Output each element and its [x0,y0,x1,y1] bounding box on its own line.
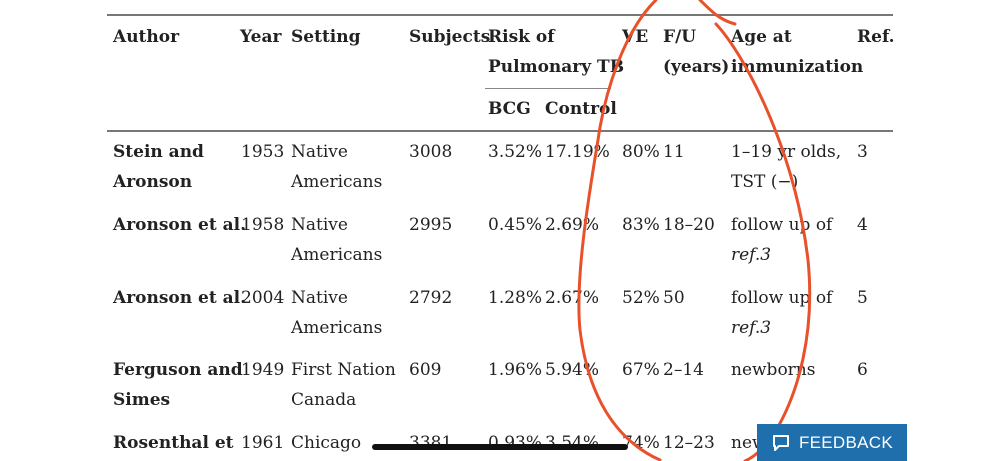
header-fu-line2: (years) [663,57,730,77]
row1-author-line1: Stein and [113,142,204,162]
row5-author: Rosenthal et [113,433,234,453]
row1-fu: 11 [663,142,685,162]
row3-control: 2.67% [545,288,600,308]
risk-subheader-rule [485,88,611,89]
row4-ve: 67% [622,360,660,380]
row2-fu: 18–20 [663,215,715,235]
row4-setting-line1: First Nation [291,360,396,380]
header-control: Control [545,99,617,119]
row5-bcg: 0.93% [488,433,543,453]
header-setting: Setting [291,27,361,47]
header-risk-line2: Pulmonary TB [488,57,625,77]
row1-author-line2: Aronson [113,172,193,192]
feedback-label: FEEDBACK [798,432,894,452]
row3-bcg: 1.28% [488,288,543,308]
header-age-line2: immunization [731,57,864,77]
row1-year: 1953 [241,142,285,162]
row2-ref: 4 [857,215,868,235]
row5-fu: 12–23 [663,433,715,453]
header-year: Year [240,27,282,47]
header-fu-line1: F/U [663,27,697,47]
row2-setting-line2: Americans [291,245,383,265]
row1-ref: 3 [857,142,868,162]
row4-control: 5.94% [545,360,600,380]
row1-bcg: 3.52% [488,142,543,162]
row2-setting-line1: Native [291,215,348,235]
row1-age-line1: 1–19 yr olds, [731,142,842,162]
row5-ve: 74% [622,433,660,453]
row4-subjects: 609 [409,360,442,380]
row2-age-line1: follow up of [731,215,833,235]
row4-author-line1: Ferguson and [113,360,243,380]
row3-setting-line1: Native [291,288,348,308]
row4-year: 1949 [241,360,285,380]
row3-age-line1: follow up of [731,288,833,308]
row4-bcg: 1.96% [488,360,543,380]
row5-subjects: 3381 [409,433,453,453]
row2-control: 2.69% [545,215,600,235]
scroll-indicator[interactable] [372,444,628,450]
row1-setting-line2: Americans [291,172,383,192]
header-bcg: BCG [488,99,531,119]
row1-setting-line1: Native [291,142,348,162]
header-subjects: Subjects [409,27,491,47]
row4-ref: 6 [857,360,868,380]
row5-setting: Chicago [291,433,362,453]
row2-ve: 83% [622,215,660,235]
row1-subjects: 3008 [409,142,453,162]
row1-ve: 80% [622,142,660,162]
row4-age-line1: newborns [731,360,816,380]
row5-control: 3.54% [545,433,600,453]
header-ve: VE [622,27,649,47]
row2-author: Aronson et al. [113,215,247,235]
header-age-line1: Age at [731,27,792,47]
row4-fu: 2–14 [663,360,704,380]
row2-bcg: 0.45% [488,215,543,235]
row1-age-line2: TST (−) [731,172,799,192]
header-author: Author [113,27,180,47]
table-header-rule [107,130,893,132]
row2-year: 1958 [241,215,285,235]
row3-fu: 50 [663,288,685,308]
row2-age-ref-link[interactable]: ref.3 [731,245,772,265]
row5-year: 1961 [241,433,285,453]
header-risk-line1: Risk of [488,27,555,47]
row3-subjects: 2792 [409,288,453,308]
header-ref: Ref. [857,27,895,47]
row3-ve: 52% [622,288,660,308]
row4-author-line2: Simes [113,390,171,410]
chat-bubble-icon [771,433,791,453]
row3-age-ref-link[interactable]: ref.3 [731,318,772,338]
feedback-button[interactable]: FEEDBACK [757,424,907,461]
row4-setting-line2: Canada [291,390,357,410]
row3-ref: 5 [857,288,868,308]
row2-subjects: 2995 [409,215,453,235]
table-top-rule [107,14,893,16]
row3-setting-line2: Americans [291,318,383,338]
row3-year: 2004 [241,288,285,308]
row1-control: 17.19% [545,142,610,162]
row3-author: Aronson et al. [113,288,247,308]
